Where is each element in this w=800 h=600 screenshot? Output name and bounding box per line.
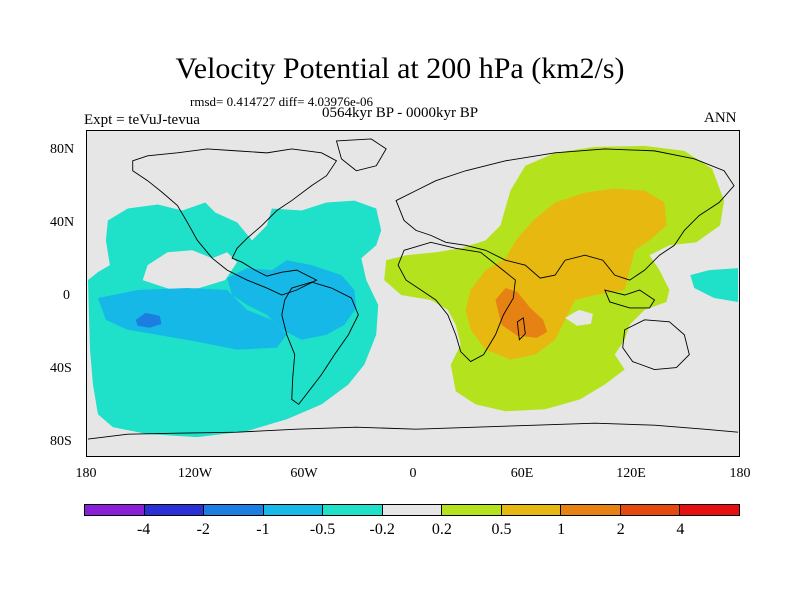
colorbar-cell <box>323 505 383 515</box>
colorbar-cell <box>382 505 443 515</box>
colorbar-label: 2 <box>616 521 625 538</box>
coast-antarctica <box>87 422 739 440</box>
colorbar-cell <box>561 505 621 515</box>
colorbar-label: -0.5 <box>309 521 336 538</box>
gray-hole-pacific <box>142 250 238 291</box>
coast-australia <box>622 319 690 370</box>
colorbar-cell <box>85 505 145 515</box>
coast-madagascar <box>516 317 526 341</box>
blue-core-pacific <box>97 288 287 350</box>
lat-tick-40s: 40S <box>50 361 72 376</box>
colorbar-cell <box>680 505 740 515</box>
dark-blue-spot <box>135 312 162 328</box>
teal-region-right <box>690 268 738 302</box>
colorbar-cell <box>442 505 502 515</box>
map-plot-area <box>86 130 740 457</box>
colorbar-cell <box>144 505 205 515</box>
lon-tick-180e: 180 <box>729 466 751 481</box>
colorbar-label: -2 <box>196 521 210 538</box>
lat-tick-80n: 80N <box>50 142 75 157</box>
coast-africa <box>397 241 516 363</box>
lat-tick-0: 0 <box>63 288 70 303</box>
colorbar-label: -0.2 <box>369 521 395 538</box>
contour-map <box>87 131 739 456</box>
colorbar-cell <box>204 505 264 515</box>
colorbar-label: 0.5 <box>491 521 512 538</box>
lon-tick-120w: 120W <box>177 466 213 481</box>
colorbar-cell <box>263 505 324 515</box>
colorbar-label: -1 <box>256 521 270 538</box>
lon-tick-180w: 180 <box>75 466 97 481</box>
lon-tick-60w: 60W <box>290 466 318 481</box>
coast-greenland <box>335 138 387 172</box>
coast-south-america <box>281 281 359 405</box>
lat-tick-40n: 40N <box>50 215 75 230</box>
lon-tick-60e: 60E <box>510 466 534 481</box>
blue-core-americas <box>227 260 357 340</box>
dark-orange-core <box>495 288 548 338</box>
stats-text: rmsd= 0.414727 diff= 4.03976e-06 <box>190 94 374 109</box>
lat-tick-80s: 80S <box>50 434 72 449</box>
colorbar-cell <box>620 505 681 515</box>
period-label: 0564kyr BP - 0000kyr BP <box>322 105 479 121</box>
colorbar-label: 0.2 <box>431 521 452 538</box>
colorbar-label: 4 <box>676 521 685 538</box>
coast-maritime-asia <box>604 289 656 309</box>
colorbar-label: 1 <box>557 521 566 538</box>
coast-north-america <box>132 148 338 296</box>
coastlines <box>87 138 739 440</box>
season-label: ANN <box>704 110 737 126</box>
colorbar <box>84 504 740 516</box>
colorbar-cell <box>501 505 562 515</box>
plot-title: Velocity Potential at 200 hPa (km2/s) <box>175 52 625 85</box>
lon-tick-120e: 120E <box>616 466 646 481</box>
colorbar-label: -4 <box>136 521 151 538</box>
lon-tick-0: 0 <box>409 466 417 481</box>
coast-europe-asia <box>395 148 735 281</box>
experiment-label: Expt = teVuJ-tevua <box>84 112 200 128</box>
